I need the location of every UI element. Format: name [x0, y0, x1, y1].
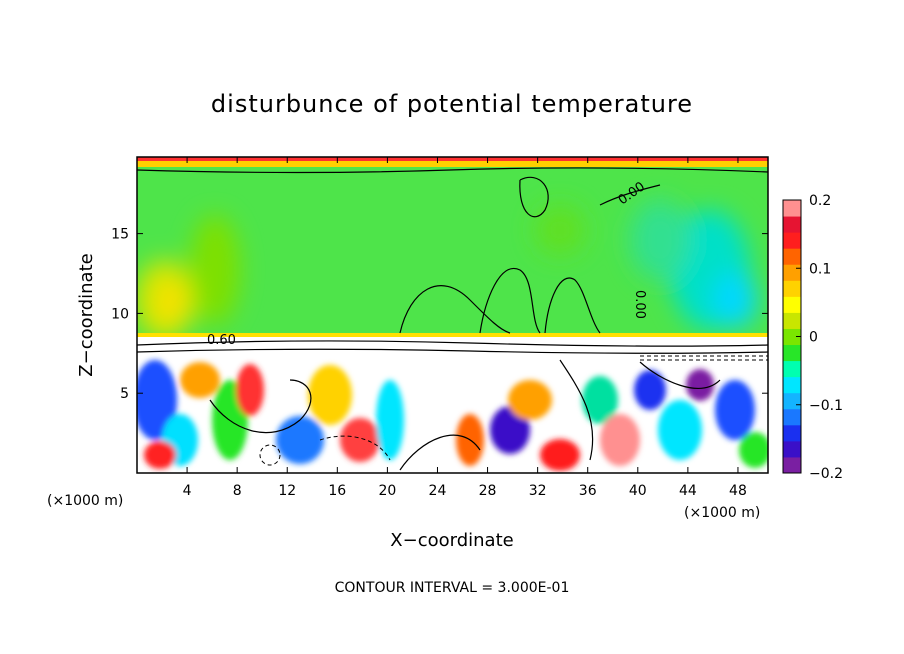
colorbar-segment	[783, 216, 801, 233]
x-axis-label: X−coordinate	[390, 530, 513, 551]
x-tick-label: 12	[278, 483, 296, 499]
colorbar-segment	[783, 440, 801, 458]
x-unit-right: (×1000 m)	[684, 505, 760, 521]
y-tick-label: 15	[111, 227, 129, 243]
lower-turbulence	[137, 360, 768, 471]
contour-interval-note: CONTOUR INTERVAL = 3.000E-01	[335, 580, 570, 596]
contour-label-3: 0.00	[632, 290, 647, 319]
colorbar-segment	[783, 200, 801, 217]
colorbar	[782, 199, 802, 474]
y-tick-label: 10	[111, 306, 129, 322]
colorbar-segment	[783, 424, 801, 442]
colorbar-segment	[783, 248, 801, 265]
x-tick-label: 32	[529, 483, 547, 499]
colorbar-segment	[783, 344, 801, 362]
colorbar-ticks: 0.2 0.1 0 −0.1 −0.2	[796, 193, 843, 482]
contour-lines	[137, 167, 768, 471]
plot-frame	[136, 156, 769, 474]
contour-dashed	[259, 355, 768, 466]
x-tick-label: 48	[729, 483, 747, 499]
colorbar-tick-label: −0.1	[809, 398, 843, 414]
colorbar-segment	[783, 376, 801, 394]
colorbar-segment	[783, 328, 801, 346]
top-strip	[137, 157, 768, 167]
x-tick-label: 16	[328, 483, 346, 499]
chart-title: disturbunce of potential temperature	[211, 90, 693, 118]
colorbar-segment	[783, 264, 801, 281]
colorbar-segment	[783, 392, 801, 410]
y-tick-label: 5	[120, 386, 129, 402]
colorbar-segment	[783, 232, 801, 249]
contour-label-1: 0.60	[207, 333, 236, 348]
x-tick-label: 24	[429, 483, 447, 499]
y-axis-ticks: 5 10 15	[111, 227, 768, 402]
colorbar-tick-label: 0	[809, 330, 818, 346]
x-tick-label: 28	[479, 483, 497, 499]
colorbar-segment	[783, 312, 801, 329]
x-tick-label: 36	[579, 483, 597, 499]
heatmap-field	[137, 157, 768, 473]
x-tick-label: 4	[183, 483, 192, 499]
colorbar-segment	[783, 360, 801, 378]
mid-band-yellow	[137, 333, 768, 337]
x-unit-left: (×1000 m)	[47, 493, 123, 509]
upper-anomalies	[137, 200, 757, 340]
x-tick-label: 8	[233, 483, 242, 499]
colorbar-tick-label: 0.1	[809, 261, 831, 277]
x-tick-label: 44	[679, 483, 697, 499]
x-tick-label: 20	[378, 483, 396, 499]
x-tick-label: 40	[629, 483, 647, 499]
top-strip-red	[137, 157, 768, 161]
x-axis-ticks: 4 8 12 16 20 24 28 32 36 40 44 48	[183, 157, 747, 499]
colorbar-segment	[783, 280, 801, 297]
colorbar-segment	[783, 456, 801, 474]
colorbar-tick-label: 0.2	[809, 193, 831, 209]
colorbar-segment	[783, 408, 801, 426]
colorbar-segment	[783, 296, 801, 313]
colorbar-tick-label: −0.2	[809, 466, 843, 482]
y-axis-label: Z−coordinate	[76, 253, 97, 376]
